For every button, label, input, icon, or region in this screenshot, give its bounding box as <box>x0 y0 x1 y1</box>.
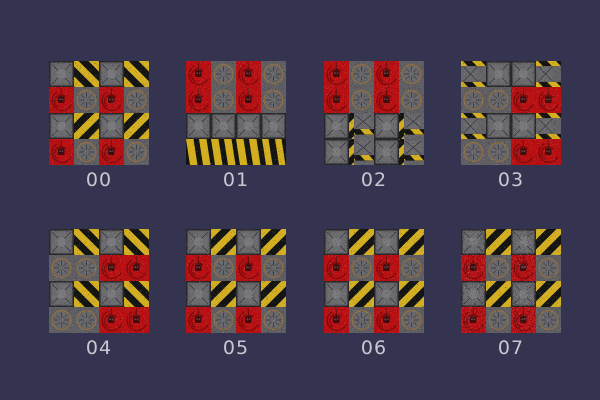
tile-label-03: 03 <box>497 169 525 191</box>
tile-label-00: 00 <box>85 169 113 191</box>
tile-item-04[interactable]: 04 <box>49 229 149 363</box>
tile-preview-06[interactable] <box>324 229 424 333</box>
tile-preview-01[interactable] <box>186 61 286 165</box>
tile-label-06: 06 <box>360 337 388 359</box>
tile-label-05: 05 <box>222 337 250 359</box>
tile-preview-00[interactable] <box>49 61 149 165</box>
tile-item-02[interactable]: 02 <box>324 61 424 195</box>
tile-item-06[interactable]: 06 <box>324 229 424 363</box>
tile-label-02: 02 <box>360 169 388 191</box>
tile-preview-03[interactable] <box>461 61 561 165</box>
tile-label-07: 07 <box>497 337 525 359</box>
tile-item-00[interactable]: 00 <box>49 61 149 195</box>
tile-preview-07[interactable] <box>461 229 561 333</box>
tile-label-04: 04 <box>85 337 113 359</box>
tile-label-01: 01 <box>222 169 250 191</box>
tile-item-01[interactable]: 01 <box>186 61 286 195</box>
tile-preview-04[interactable] <box>49 229 149 333</box>
tile-preview-05[interactable] <box>186 229 286 333</box>
tile-item-07[interactable]: 07 <box>461 229 561 363</box>
tile-item-03[interactable]: 03 <box>461 61 561 195</box>
tile-item-05[interactable]: 05 <box>186 229 286 363</box>
tile-preview-02[interactable] <box>324 61 424 165</box>
